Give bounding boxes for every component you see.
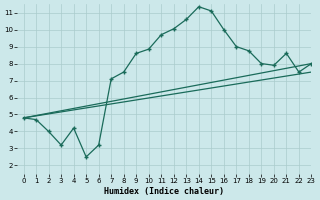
X-axis label: Humidex (Indice chaleur): Humidex (Indice chaleur) [104, 187, 224, 196]
